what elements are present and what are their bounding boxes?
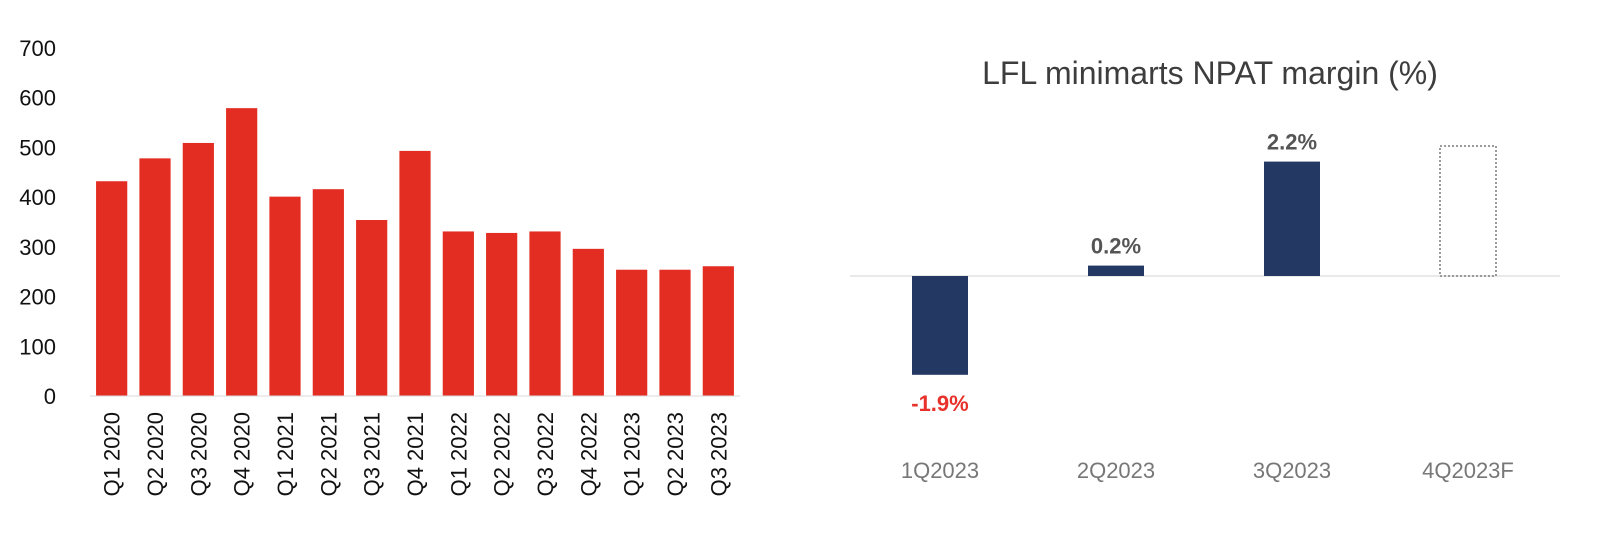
x-tick-label: 1Q2023 <box>901 458 979 483</box>
x-tick-label: Q4 2021 <box>403 412 428 496</box>
bar <box>616 269 648 396</box>
bar <box>1088 265 1144 276</box>
x-tick-label: Q3 2020 <box>186 412 211 496</box>
x-tick-label: Q2 2023 <box>663 412 688 496</box>
bar <box>912 276 968 375</box>
y-tick-label: 400 <box>19 185 56 210</box>
x-tick-label: Q3 2023 <box>706 412 731 496</box>
bar <box>96 181 128 396</box>
y-tick-label: 0 <box>44 384 56 409</box>
x-tick-label: Q1 2021 <box>273 412 298 496</box>
data-label: 2.2% <box>1267 130 1317 155</box>
x-tick-label: Q2 2021 <box>316 412 341 496</box>
npat-margin-chart: LFL minimarts NPAT margin (%) -1.9% 0.2% 2… <box>850 55 1560 483</box>
x-tick-label: 2Q2023 <box>1077 458 1155 483</box>
y-tick-label: 100 <box>19 334 56 359</box>
bar <box>572 248 604 396</box>
chart-title: LFL minimarts NPAT margin (%) <box>982 55 1438 91</box>
quarterly-bar-chart: 0 100 200 300 400 500 600 700 Q1 2020 Q2 2020 Q3 … <box>19 36 740 496</box>
x-tick-label: Q1 2023 <box>620 412 645 496</box>
bar <box>356 220 388 396</box>
y-tick-label: 500 <box>19 135 56 160</box>
y-axis: 0 100 200 300 400 500 600 700 <box>19 36 56 409</box>
bar <box>486 232 518 396</box>
bar <box>442 231 474 396</box>
x-tick-label: Q4 2020 <box>230 412 255 496</box>
x-axis: Q1 2020 Q2 2020 Q3 2020 Q4 2020 Q1 2021 Q2 20… <box>100 412 732 496</box>
bar <box>399 150 431 396</box>
data-label: -1.9% <box>911 391 968 416</box>
bar <box>312 189 344 396</box>
bar-series <box>912 145 1497 375</box>
y-tick-label: 700 <box>19 36 56 61</box>
bar <box>529 231 561 396</box>
x-tick-label: Q3 2022 <box>533 412 558 496</box>
x-tick-label: Q3 2021 <box>360 412 385 496</box>
data-labels: -1.9% 0.2% 2.2% <box>911 130 1317 416</box>
y-tick-label: 200 <box>19 285 56 310</box>
x-tick-label: 4Q2023F <box>1422 458 1514 483</box>
x-axis: 1Q2023 2Q2023 3Q2023 4Q2023F <box>901 458 1514 483</box>
x-tick-label: Q1 2022 <box>446 412 471 496</box>
data-label: 0.2% <box>1091 234 1141 259</box>
bar <box>1264 161 1320 276</box>
bar <box>139 158 171 396</box>
x-tick-label: Q2 2020 <box>143 412 168 496</box>
x-tick-label: Q1 2020 <box>100 412 125 496</box>
y-tick-label: 600 <box>19 86 56 111</box>
bar <box>182 142 214 396</box>
bar-series <box>96 108 734 396</box>
bar <box>702 266 734 396</box>
y-tick-label: 300 <box>19 235 56 260</box>
bar <box>269 196 301 396</box>
bar <box>226 108 258 396</box>
x-tick-label: 3Q2023 <box>1253 458 1331 483</box>
x-tick-label: Q4 2022 <box>576 412 601 496</box>
bar <box>659 269 691 396</box>
x-tick-label: Q2 2022 <box>490 412 515 496</box>
forecast-bar <box>1439 145 1497 277</box>
